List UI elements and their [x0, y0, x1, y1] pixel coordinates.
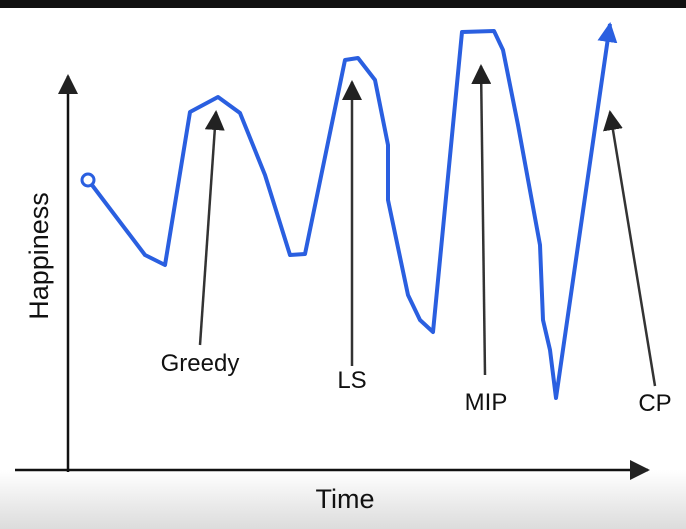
- y-axis-label: Happiness: [24, 192, 54, 320]
- annotation-label: CP: [638, 390, 671, 417]
- annotation-label: Greedy: [161, 350, 240, 377]
- top-bar: [0, 0, 686, 8]
- greedy-arrow: [198, 110, 225, 346]
- mip-arrow: [471, 64, 492, 376]
- x-axis-label: Time: [316, 484, 375, 514]
- cp-arrow: [603, 110, 657, 387]
- curve-start: [80, 172, 96, 188]
- annotation-label: LS: [337, 367, 366, 394]
- bottom-fade: [0, 470, 686, 529]
- happiness-curve: [90, 22, 618, 400]
- annotation-label: MIP: [465, 389, 508, 416]
